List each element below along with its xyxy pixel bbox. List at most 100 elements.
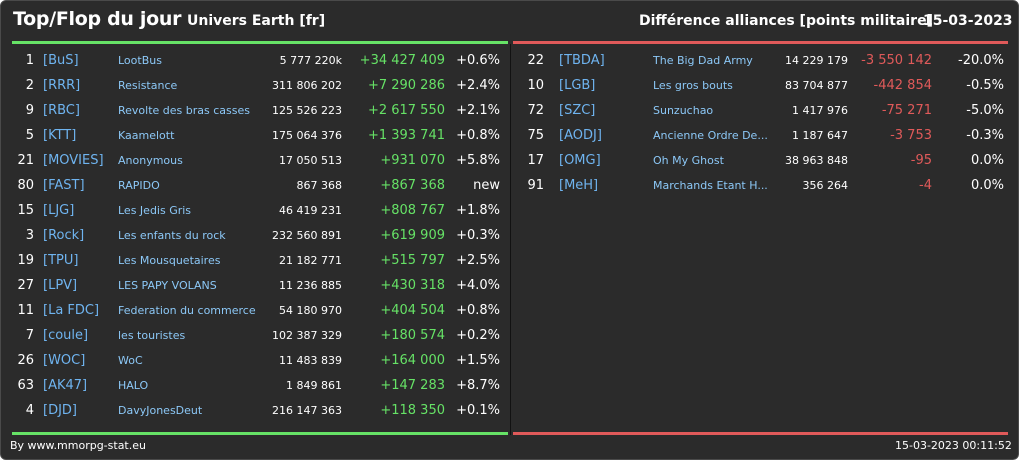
difference-cell: +118 350 <box>380 403 445 418</box>
alliance-tag-link[interactable]: [FAST] <box>43 178 85 193</box>
rank-cell: 27 <box>17 278 34 293</box>
table-row: 63 [AK47] HALO 1 849 861 +147 283 +8.7% <box>1 373 500 398</box>
rank-cell: 17 <box>527 153 544 168</box>
points-cell: 38 963 848 <box>785 154 848 167</box>
alliance-name-link[interactable]: Revolte des bras casses <box>118 104 250 117</box>
page-title: Top/Flop du jour <box>13 8 182 30</box>
percent-cell: +1.8% <box>456 203 500 218</box>
alliance-tag-link[interactable]: [OMG] <box>559 153 601 168</box>
alliance-name-link[interactable]: les touristes <box>118 329 186 342</box>
points-cell: 83 704 877 <box>785 79 848 92</box>
alliance-tag-link[interactable]: [BuS] <box>43 53 79 68</box>
rank-cell: 1 <box>25 53 34 68</box>
alliance-tag-link[interactable]: [DJD] <box>43 403 77 418</box>
rank-cell: 91 <box>527 178 544 193</box>
points-cell: 54 180 970 <box>279 304 342 317</box>
top-section-divider-bottom <box>12 432 508 435</box>
alliance-tag-link[interactable]: [SZC] <box>559 103 596 118</box>
difference-cell: -3 550 142 <box>861 53 932 68</box>
points-cell: 175 064 376 <box>272 129 342 142</box>
alliance-tag-link[interactable]: [MOVIES] <box>43 153 104 168</box>
alliance-name-link[interactable]: Marchands Etant H... <box>653 179 768 192</box>
percent-cell: 0.0% <box>970 153 1004 168</box>
column-divider <box>510 44 511 435</box>
alliance-name-link[interactable]: Kaamelott <box>118 129 175 142</box>
table-row: 5 [KTT] Kaamelott 175 064 376 +1 393 741 +0.8… <box>1 123 500 148</box>
alliance-tag-link[interactable]: [LPV] <box>43 278 78 293</box>
rank-cell: 72 <box>527 103 544 118</box>
points-cell: 125 526 223 <box>272 104 342 117</box>
percent-cell: +4.0% <box>456 278 500 293</box>
alliance-tag-link[interactable]: [KTT] <box>43 128 77 143</box>
table-row: 3 [Rock] Les enfants du rock 232 560 891 +61… <box>1 223 500 248</box>
rank-cell: 21 <box>17 153 34 168</box>
rank-cell: 9 <box>25 103 34 118</box>
alliance-name-link[interactable]: HALO <box>118 379 149 392</box>
alliance-name-link[interactable]: Les gros bouts <box>653 79 733 92</box>
percent-cell: +8.7% <box>456 378 500 393</box>
table-row: 27 [LPV] LES PAPY VOLANS 11 236 885 +430 318… <box>1 273 500 298</box>
difference-cell: +2 617 550 <box>367 103 445 118</box>
alliance-name-link[interactable]: LootBus <box>118 54 162 67</box>
table-row: 17 [OMG] Oh My Ghost 38 963 848 -95 0.0% <box>511 148 1006 173</box>
alliance-name-link[interactable]: Les Jedis Gris <box>118 204 192 217</box>
points-cell: 1 417 976 <box>792 104 848 117</box>
alliance-tag-link[interactable]: [La FDC] <box>43 303 100 318</box>
alliance-name-link[interactable]: The Big Dad Army <box>653 54 753 67</box>
table-row: 21 [MOVIES] Anonymous 17 050 513 +931 070 +5.… <box>1 148 500 173</box>
points-cell: 216 147 363 <box>272 404 342 417</box>
rank-cell: 11 <box>17 303 34 318</box>
points-cell: 11 236 885 <box>279 279 342 292</box>
points-cell: 1 849 861 <box>286 379 342 392</box>
alliance-name-link[interactable]: Ancienne Ordre De... <box>653 129 768 142</box>
alliance-name-link[interactable]: RAPIDO <box>118 179 160 192</box>
universe-label: Univers Earth [fr] <box>187 13 326 29</box>
difference-cell: +430 318 <box>380 278 445 293</box>
difference-cell: +34 427 409 <box>359 53 445 68</box>
difference-cell: -442 854 <box>873 78 932 93</box>
alliance-name-link[interactable]: Sunzuchao <box>653 104 714 117</box>
alliance-tag-link[interactable]: [MeH] <box>559 178 599 193</box>
alliance-name-link[interactable]: LES PAPY VOLANS <box>118 279 217 292</box>
alliance-tag-link[interactable]: [AK47] <box>43 378 88 393</box>
points-cell: 17 050 513 <box>279 154 342 167</box>
percent-cell: +0.1% <box>456 403 500 418</box>
percent-cell: -20.0% <box>958 53 1004 68</box>
difference-cell: -75 271 <box>881 103 932 118</box>
category-label: Différence alliances [points militaire] <box>639 13 933 29</box>
percent-cell: +0.8% <box>456 303 500 318</box>
difference-cell: -4 <box>919 178 932 193</box>
alliance-name-link[interactable]: Anonymous <box>118 154 183 167</box>
difference-cell: +147 283 <box>380 378 445 393</box>
table-row: 10 [LGB] Les gros bouts 83 704 877 -442 854 -… <box>511 73 1006 98</box>
points-cell: 867 368 <box>296 179 343 192</box>
alliance-name-link[interactable]: DavyJonesDeut <box>118 404 203 417</box>
rank-cell: 7 <box>25 328 34 343</box>
alliance-tag-link[interactable]: [coule] <box>43 328 89 343</box>
alliance-name-link[interactable]: Federation du commerce <box>118 304 256 317</box>
percent-cell: +2.5% <box>456 253 500 268</box>
top-section-divider-top <box>12 41 508 44</box>
rank-cell: 5 <box>25 128 34 143</box>
table-row: 1 [BuS] LootBus 5 777 220k +34 427 409 +0.6% <box>1 48 500 73</box>
alliance-tag-link[interactable]: [RBC] <box>43 103 80 118</box>
alliance-tag-link[interactable]: [Rock] <box>43 228 85 243</box>
alliance-name-link[interactable]: WoC <box>118 354 143 367</box>
points-cell: 46 419 231 <box>279 204 342 217</box>
difference-cell: +7 290 286 <box>367 78 445 93</box>
alliance-tag-link[interactable]: [LGB] <box>559 78 596 93</box>
alliance-tag-link[interactable]: [LJG] <box>43 203 75 218</box>
percent-cell: -0.5% <box>966 78 1004 93</box>
alliance-tag-link[interactable]: [TBDA] <box>559 53 605 68</box>
difference-cell: -3 753 <box>890 128 932 143</box>
alliance-name-link[interactable]: Resistance <box>118 79 178 92</box>
alliance-tag-link[interactable]: [RRR] <box>43 78 81 93</box>
alliance-name-link[interactable]: Les enfants du rock <box>118 229 226 242</box>
alliance-tag-link[interactable]: [WOC] <box>43 353 86 368</box>
alliance-name-link[interactable]: Oh My Ghost <box>653 154 724 167</box>
alliance-tag-link[interactable]: [AODJ] <box>559 128 602 143</box>
alliance-tag-link[interactable]: [TPU] <box>43 253 79 268</box>
alliance-name-link[interactable]: Les Mousquetaires <box>118 254 221 267</box>
table-row: 75 [AODJ] Ancienne Ordre De... 1 187 647 -3 … <box>511 123 1006 148</box>
